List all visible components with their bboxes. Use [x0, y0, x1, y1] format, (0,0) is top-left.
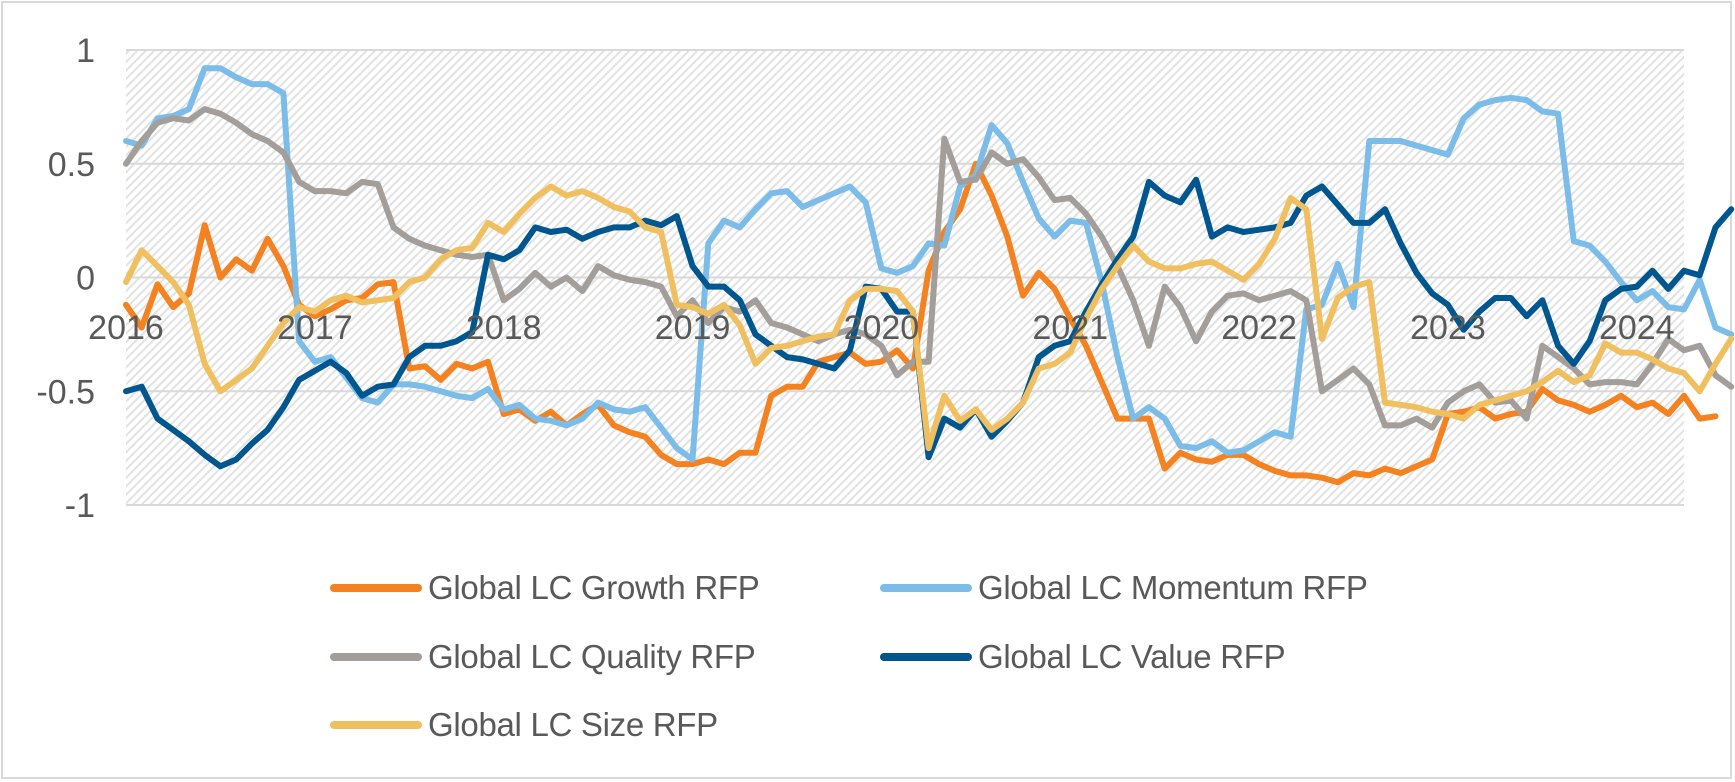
gridlines	[126, 49, 1684, 506]
legend-swatch-momentum	[880, 584, 972, 592]
y-tick-label: -0.5	[36, 373, 95, 411]
x-tick-label: 2024	[1599, 309, 1675, 347]
series-line-global-lc-size-rfp	[123, 183, 1735, 452]
series-layer	[123, 65, 1735, 486]
x-tick-label: 2017	[277, 309, 353, 347]
x-tick-label: 2016	[88, 309, 164, 347]
legend-label: Global LC Quality RFP	[428, 638, 756, 675]
legend-label: Global LC Value RFP	[978, 638, 1286, 675]
x-tick-label: 2023	[1410, 309, 1486, 347]
legend-item-quality[interactable]: Global LC Quality RFP	[330, 637, 756, 677]
x-tick-label: 2018	[466, 309, 542, 347]
legend-item-size[interactable]: Global LC Size RFP	[330, 705, 718, 745]
x-tick-label: 2019	[655, 309, 731, 347]
legend-swatch-growth	[330, 584, 422, 592]
x-tick-label: 2022	[1221, 309, 1297, 347]
legend-label: Global LC Momentum RFP	[978, 569, 1368, 606]
y-tick-label: -1	[65, 487, 95, 525]
legend-item-momentum[interactable]: Global LC Momentum RFP	[880, 568, 1368, 608]
x-tick-label: 2020	[844, 309, 920, 347]
y-tick-label: 1	[76, 32, 95, 70]
legend-label: Global LC Size RFP	[428, 706, 718, 743]
legend-swatch-quality	[330, 653, 422, 661]
x-axis: 2016 2017 2018 2019 2020 2021 2022 2023 2024	[88, 309, 1674, 347]
legend-swatch-value	[880, 653, 972, 661]
y-tick-label: 0	[76, 260, 95, 298]
y-tick-label: 0.5	[48, 146, 95, 184]
series-line-global-lc-value-rfp	[123, 176, 1735, 470]
y-axis: 1 0.5 0 -0.5 -1	[36, 32, 95, 525]
legend-swatch-size	[330, 721, 422, 729]
series-line-global-lc-quality-rfp	[123, 106, 1735, 431]
legend-label: Global LC Growth RFP	[428, 569, 760, 606]
legend-item-growth[interactable]: Global LC Growth RFP	[330, 568, 760, 608]
x-tick-label: 2021	[1032, 309, 1108, 347]
legend-item-value[interactable]: Global LC Value RFP	[880, 637, 1286, 677]
